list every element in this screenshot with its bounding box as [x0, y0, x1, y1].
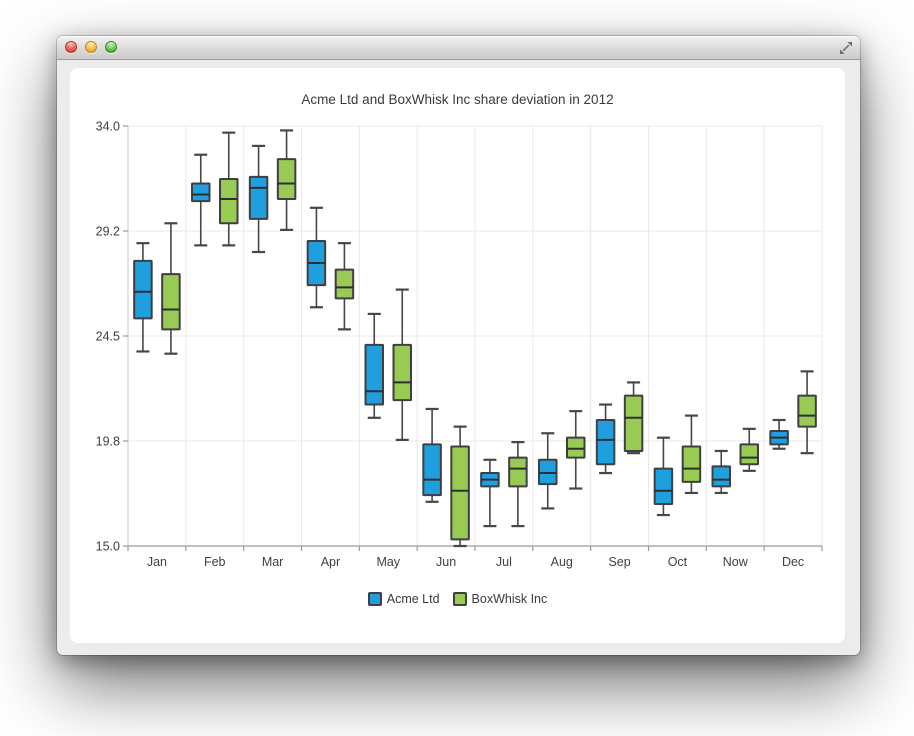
box-body[interactable]: [248, 175, 269, 220]
x-category-label: May: [376, 555, 400, 569]
x-category-label: Mar: [262, 555, 284, 569]
boxplot-Aug-acme-ltd: [538, 432, 558, 510]
x-category-label: Dec: [782, 555, 804, 569]
box-body[interactable]: [711, 465, 731, 488]
chart-panel: 34.0 29.2 24.5 19.8 15.0 Jan Feb Mar Apr May Jun J…: [70, 68, 845, 643]
box-body[interactable]: [392, 343, 412, 402]
legend-marker-icon: [452, 592, 467, 606]
boxplot-May-boxwhisk-inc: [392, 288, 412, 441]
fullscreen-button[interactable]: [838, 40, 853, 55]
x-category-label: Aug: [551, 555, 573, 569]
x-category-label: Now: [723, 555, 749, 569]
box-body[interactable]: [797, 394, 817, 428]
boxplot-Apr-acme-ltd: [306, 206, 327, 309]
x-category-label: Sep: [608, 555, 630, 569]
box-body[interactable]: [276, 158, 297, 200]
x-category-label: Jul: [496, 555, 512, 569]
chart-title: Acme Ltd and BoxWhisk Inc share deviatio…: [301, 92, 613, 107]
box-body[interactable]: [161, 273, 181, 331]
box-body[interactable]: [566, 436, 586, 459]
legend-label: BoxWhisk Inc: [471, 592, 548, 606]
legend-label: Acme Ltd: [386, 592, 440, 606]
boxplot-Jan-acme-ltd: [133, 242, 153, 353]
y-axis-labels: 34.0 29.2 24.5 19.8 15.0: [96, 120, 120, 554]
boxplot-Oct-acme-ltd: [653, 436, 674, 517]
legend-item-boxwhisk-inc[interactable]: BoxWhisk Inc: [452, 592, 548, 606]
minimize-button[interactable]: [85, 41, 97, 53]
chart-legend: Acme Ltd BoxWhisk Inc: [70, 589, 845, 609]
x-category-label: Feb: [204, 555, 226, 569]
boxplot-Now-boxwhisk-inc: [739, 427, 759, 472]
fullscreen-arrows-icon: [839, 41, 852, 54]
axis-ticks: [123, 125, 823, 551]
boxplot-Jan-boxwhisk-inc: [161, 222, 181, 355]
box-body[interactable]: [219, 178, 239, 225]
y-tick-label: 34.0: [96, 120, 120, 134]
y-tick-label: 29.2: [96, 225, 120, 239]
box-body[interactable]: [364, 343, 384, 406]
boxplot-Feb-boxwhisk-inc: [219, 131, 239, 247]
series-boxwhisk-inc: [161, 129, 817, 548]
boxplot-Sep-boxwhisk-inc: [623, 381, 644, 455]
boxplot-Dec-boxwhisk-inc: [797, 370, 817, 455]
box-series: [133, 129, 817, 548]
box-body[interactable]: [133, 259, 153, 320]
boxplot-Feb-acme-ltd: [191, 153, 211, 247]
boxplot-Mar-boxwhisk-inc: [276, 129, 297, 231]
boxplot-Dec-acme-ltd: [769, 418, 789, 450]
box-body[interactable]: [334, 268, 355, 300]
y-tick-label: 15.0: [96, 540, 120, 554]
boxplot-Mar-acme-ltd: [248, 144, 269, 254]
x-category-label: Jan: [147, 555, 167, 569]
box-body[interactable]: [538, 458, 558, 486]
legend-item-acme-ltd[interactable]: Acme Ltd: [367, 592, 440, 606]
boxplot-Now-acme-ltd: [711, 449, 731, 495]
boxplot-Jul-boxwhisk-inc: [508, 441, 528, 528]
boxplot-chart: 34.029.224.519.815.0 Jan Feb Mar Apr May Jun J…: [96, 92, 823, 569]
box-body[interactable]: [623, 394, 644, 452]
window-controls: [65, 41, 117, 53]
boxplot-Jul-acme-ltd: [480, 458, 500, 528]
app-window: 34.0 29.2 24.5 19.8 15.0 Jan Feb Mar Apr May Jun J…: [57, 36, 860, 655]
box-body[interactable]: [653, 467, 674, 506]
box-body[interactable]: [595, 419, 616, 466]
window-titlebar[interactable]: [57, 36, 860, 60]
y-tick-label: 24.5: [96, 330, 120, 344]
box-body[interactable]: [450, 445, 470, 541]
box-body[interactable]: [508, 456, 528, 488]
box-body[interactable]: [422, 443, 442, 497]
boxplot-Sep-acme-ltd: [595, 403, 616, 475]
boxplot-May-acme-ltd: [364, 312, 384, 419]
boxplot-Aug-boxwhisk-inc: [566, 410, 586, 490]
x-axis-labels: Jan Feb Mar Apr May Jun Jul Aug Sep Oct Now Dec: [147, 555, 804, 569]
boxplot-Jun-boxwhisk-inc: [450, 425, 470, 548]
x-category-label: Apr: [321, 555, 340, 569]
zoom-button[interactable]: [105, 41, 117, 53]
series-acme-ltd: [133, 144, 789, 528]
box-body[interactable]: [191, 182, 211, 203]
x-category-label: Oct: [668, 555, 688, 569]
close-button[interactable]: [65, 41, 77, 53]
boxplot-Apr-boxwhisk-inc: [334, 242, 355, 331]
boxplot-Jun-acme-ltd: [422, 407, 442, 503]
boxplot-Oct-boxwhisk-inc: [681, 414, 702, 495]
box-body[interactable]: [681, 445, 702, 483]
y-tick-label: 19.8: [96, 435, 120, 449]
x-category-label: Jun: [436, 555, 456, 569]
box-body[interactable]: [739, 443, 759, 466]
legend-marker-icon: [367, 592, 382, 606]
